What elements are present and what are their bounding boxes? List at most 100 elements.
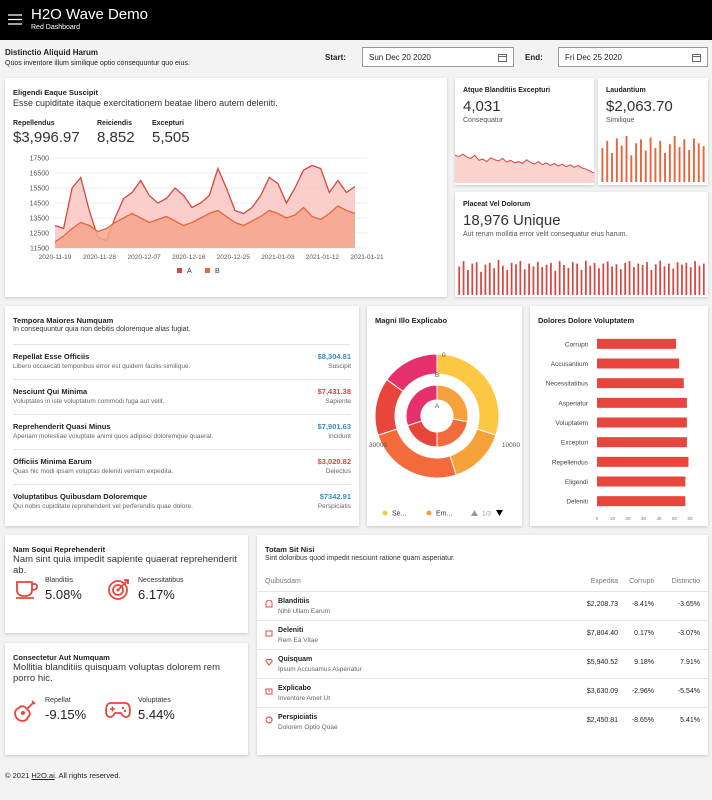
bar <box>488 262 491 295</box>
item-value: $3,020.82 <box>317 457 351 466</box>
legend-swatch <box>205 268 210 273</box>
pager-prev[interactable] <box>471 510 478 516</box>
list-item: Reprehenderit Quasi Minus Aperiam molesti… <box>13 414 351 449</box>
x-tick-label: 20 <box>625 516 631 521</box>
bar <box>637 263 640 295</box>
donut-segment <box>436 384 469 423</box>
table-row: Blanditiis Nihil Ullam Earum $2,208.73 -8.4… <box>257 591 708 620</box>
bar <box>649 137 652 182</box>
cell: 7.91% <box>680 659 700 666</box>
card-caption: Consequatur <box>463 117 504 124</box>
row-icon <box>265 630 273 637</box>
bar <box>628 261 631 295</box>
stat-card: Nam Soqui Reprehenderit Nam sint quia im… <box>5 535 248 633</box>
legend-label: Se... <box>392 511 406 518</box>
pager-next[interactable] <box>496 510 503 516</box>
card-subtitle: Esse cupiditate itaque exercitationem be… <box>13 98 278 108</box>
bar <box>601 148 604 182</box>
bar <box>663 266 666 295</box>
item-title: Officiis Minima Earum <box>13 457 92 466</box>
cell: 9.18% <box>634 659 654 666</box>
end-label: End: <box>525 53 543 62</box>
card-title: Dolores Dolore Voluptatem <box>538 316 635 325</box>
row-title: Deleniti <box>278 627 304 634</box>
end-date[interactable]: Fri Dec 25 2020 <box>558 47 708 67</box>
y-tick-label: Excepturi <box>561 440 588 447</box>
row-caption: Inventore Amet Ut <box>278 695 331 702</box>
bar <box>624 262 627 295</box>
cell: $3,630.09 <box>586 688 618 695</box>
card-value: 4,031 <box>463 98 501 115</box>
item-title: Reprehenderit Quasi Minus <box>13 422 111 431</box>
bar <box>580 270 583 295</box>
area-chart: 11500 12500 13500 14500 15500 16500 17500 2020-… <box>30 156 384 276</box>
bar <box>611 266 613 295</box>
menu-icon[interactable] <box>8 14 22 25</box>
legend-label: Em... <box>436 511 452 518</box>
icon <box>265 658 273 666</box>
x-tick-label: 2020-12-07 <box>128 254 162 261</box>
start-date[interactable]: Sun Dec 20 2020 <box>362 47 514 67</box>
card-caption: Aut rerum mollitia error velit consequat… <box>463 231 628 238</box>
stat-label: Repellat <box>45 697 71 704</box>
bar <box>475 262 478 295</box>
card-subtitle: Sint doloribus quod impedit nesciunt rat… <box>265 555 455 562</box>
table-row: Explicabo Inventore Amet Ut $3,630.09 -2.96… <box>257 678 708 707</box>
x-tick-label: 30 <box>641 516 647 521</box>
cell: $5,940.52 <box>586 659 618 666</box>
card-caption: Similique <box>606 117 635 124</box>
cell: -3.07% <box>677 630 700 637</box>
legend-label: B <box>215 268 220 275</box>
bar <box>615 138 618 182</box>
table-row: Deleniti Rem Ea Vitae $7,804.40 0.17% -3.07% <box>257 620 708 649</box>
bar <box>571 262 574 295</box>
bar <box>659 140 662 182</box>
item-caption: Aperiam molestiae voluptate animi quos a… <box>13 433 214 440</box>
stat-value: 5.44% <box>138 707 175 722</box>
item-aux: Delectus <box>325 468 351 475</box>
y-tick-label: Deleniti <box>566 499 588 506</box>
row-caption: Dolorem Optio Quae <box>278 724 338 731</box>
legend-dot <box>382 510 388 516</box>
bar <box>681 264 683 295</box>
row-icon <box>265 600 273 608</box>
bar <box>692 138 695 182</box>
bar <box>493 268 496 295</box>
gamepad-icon <box>105 702 131 718</box>
list-item: Nesciunt Qui Minima Voluptates in iste vo… <box>13 379 351 414</box>
card-subtitle: Mollitia blanditiis quisquam voluptas do… <box>13 662 220 684</box>
icon <box>265 630 273 637</box>
cell: -2.96% <box>631 688 654 695</box>
bar <box>528 263 530 295</box>
start-label: Start: <box>325 53 346 62</box>
y-tick-label: Voluptatem <box>555 420 588 427</box>
list-card: Tempora Maiores Numquam In consequuntur … <box>5 306 359 526</box>
toolbar-title: Distinctio Aliquid Harum <box>5 48 99 57</box>
footer-link[interactable]: H2O.ai <box>31 771 55 780</box>
bar <box>597 338 677 349</box>
bar <box>506 270 509 295</box>
y-tick-label: 13500 <box>30 216 50 223</box>
card-title: Consectetur Aut Numquam <box>13 653 110 662</box>
bar <box>602 263 605 295</box>
item-aux: Perspiciatis <box>317 503 351 510</box>
bar <box>576 263 579 295</box>
y-tick-label: Corrupti <box>565 341 588 348</box>
bar <box>611 152 614 182</box>
item-title: Voluptatibus Quibusdam Doloremque <box>13 492 148 501</box>
bar <box>532 266 535 295</box>
bar <box>510 262 513 295</box>
bar <box>630 155 633 182</box>
x-tick-label: 60 <box>687 516 693 521</box>
bar <box>654 148 657 182</box>
stat-value: 5.08% <box>45 587 82 602</box>
item-title: Nesciunt Qui Minima <box>13 387 88 396</box>
bar <box>584 260 587 295</box>
cell: -8.41% <box>631 601 654 608</box>
bar <box>625 136 628 182</box>
bar <box>458 266 461 295</box>
axis-label: 10000 <box>502 442 520 449</box>
bar <box>697 143 700 182</box>
bar <box>620 145 623 182</box>
